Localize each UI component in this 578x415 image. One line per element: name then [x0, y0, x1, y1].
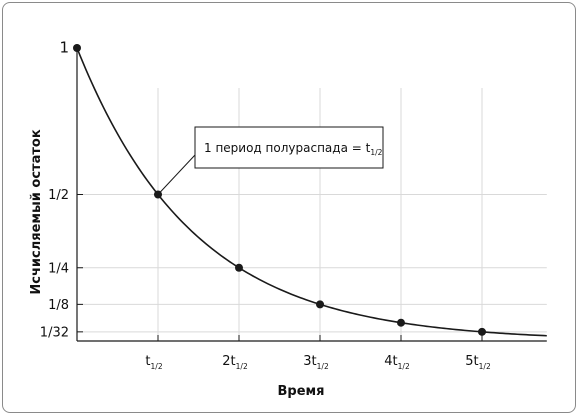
annotation-box [194, 126, 384, 169]
y-tick-label: 1/32 [40, 325, 69, 340]
data-point [397, 318, 405, 327]
y-tick-label: 1 [59, 39, 69, 57]
annotation-text: 1 период полураспада = t1/2 [204, 141, 383, 157]
x-axis-label: Время [277, 384, 324, 399]
x-tick-labels: t1/2 2t1/2 3t1/2 4t1/2 5t1/2 [145, 335, 491, 371]
y-tick-label: 1/2 [48, 188, 69, 203]
x-tick-label: 3t1/2 [303, 354, 329, 371]
data-point [235, 263, 243, 272]
x-tick-label: 5t1/2 [465, 354, 491, 371]
data-point [316, 300, 324, 309]
y-tick-labels: 1 1/2 1/4 1/8 1/32 [40, 39, 83, 340]
data-points [73, 44, 486, 336]
y-tick-label: 1/8 [48, 298, 69, 313]
x-tick-label: t1/2 [145, 354, 162, 371]
x-tick-label: 4t1/2 [384, 354, 410, 371]
annotation-leader-line [157, 154, 196, 195]
half-life-annotation: 1 период полураспада = t1/2 [157, 126, 384, 195]
data-point [478, 327, 486, 336]
grid-lines [77, 88, 547, 341]
y-axis-label: Исчисляемый остаток [29, 129, 44, 294]
y-tick-label: 1/4 [48, 261, 69, 276]
x-tick-label: 2t1/2 [222, 354, 248, 371]
decay-curve [76, 47, 547, 337]
data-point [73, 44, 81, 52]
